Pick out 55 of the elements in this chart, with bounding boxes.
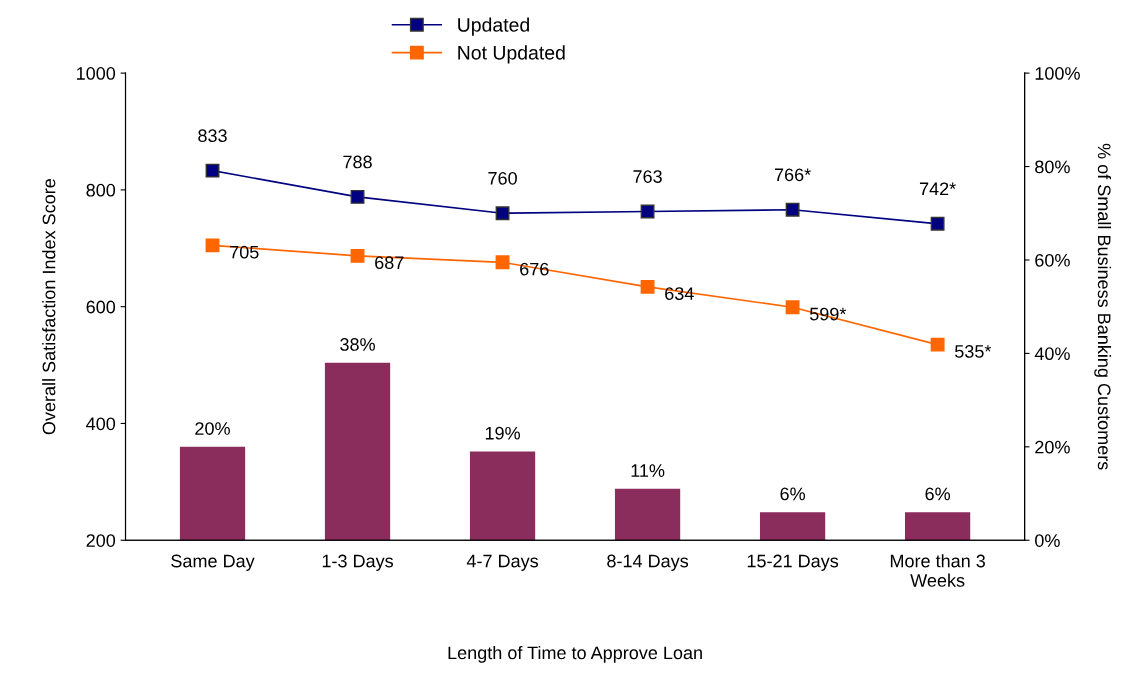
y2-tick-label: 40% bbox=[1034, 347, 1070, 361]
y2-tick-label: 80% bbox=[1035, 160, 1070, 174]
point bbox=[640, 204, 655, 219]
y2-tick-label: 60% bbox=[1035, 253, 1070, 267]
point bbox=[205, 238, 220, 253]
point bbox=[495, 206, 510, 221]
point bbox=[785, 202, 800, 217]
x-tick-label: 4-7 Days bbox=[466, 554, 539, 571]
data-label: 535* bbox=[955, 345, 992, 358]
y-tick-label: 400 bbox=[86, 417, 116, 431]
point bbox=[350, 189, 365, 204]
data-label: 19% bbox=[485, 426, 520, 440]
data-label: 20% bbox=[195, 422, 230, 435]
x-axis-title: Length of Time to Approve Loan bbox=[448, 645, 702, 663]
point bbox=[495, 255, 510, 270]
data-label: 760 bbox=[488, 171, 517, 185]
point bbox=[930, 337, 945, 352]
y2-tick-label: 0% bbox=[1035, 534, 1060, 547]
y-tick-label: 200 bbox=[86, 534, 116, 547]
y2-axis-title: % of Small Business Banking Customers bbox=[1094, 143, 1112, 470]
bar bbox=[614, 488, 681, 541]
y2-tick-label: 20% bbox=[1035, 440, 1070, 454]
data-label: 687 bbox=[375, 256, 404, 270]
y-tick-label: 600 bbox=[86, 300, 116, 314]
point bbox=[640, 279, 655, 294]
bar bbox=[469, 451, 536, 541]
bar bbox=[904, 512, 971, 541]
y-tick-label: 800 bbox=[86, 183, 116, 197]
x-tick-label: More than 3 Weeks bbox=[890, 554, 985, 587]
y-axis-title: Overall Satisfaction Index Score bbox=[42, 179, 56, 435]
data-label: 705 bbox=[230, 245, 259, 259]
bar bbox=[324, 362, 391, 541]
point bbox=[930, 216, 945, 231]
x-tick-label: 15-21 Days bbox=[747, 554, 839, 571]
data-label: 766* bbox=[774, 168, 811, 182]
x-tick-label: Same Day bbox=[171, 554, 255, 571]
point bbox=[785, 300, 800, 315]
data-label: 11% bbox=[631, 464, 665, 477]
legend-label: Not Updated bbox=[458, 45, 565, 64]
x-tick-label: 8-14 Days bbox=[607, 554, 689, 571]
x-tick-label: 1-3 Days bbox=[322, 554, 394, 571]
y-tick-label: 1000 bbox=[77, 67, 116, 80]
legend-label: Updated bbox=[458, 17, 529, 36]
data-label: 833 bbox=[198, 129, 227, 143]
y2-tick-label: 100% bbox=[1035, 67, 1080, 80]
data-label: 742* bbox=[919, 182, 956, 196]
point bbox=[350, 248, 365, 263]
bar bbox=[759, 512, 826, 541]
data-label: 788 bbox=[343, 155, 372, 169]
point bbox=[205, 163, 220, 178]
data-label: 38% bbox=[340, 338, 375, 351]
data-label: 763 bbox=[633, 170, 662, 183]
data-label: 6% bbox=[925, 487, 951, 501]
data-label: 6% bbox=[780, 487, 805, 501]
bar bbox=[179, 446, 246, 541]
